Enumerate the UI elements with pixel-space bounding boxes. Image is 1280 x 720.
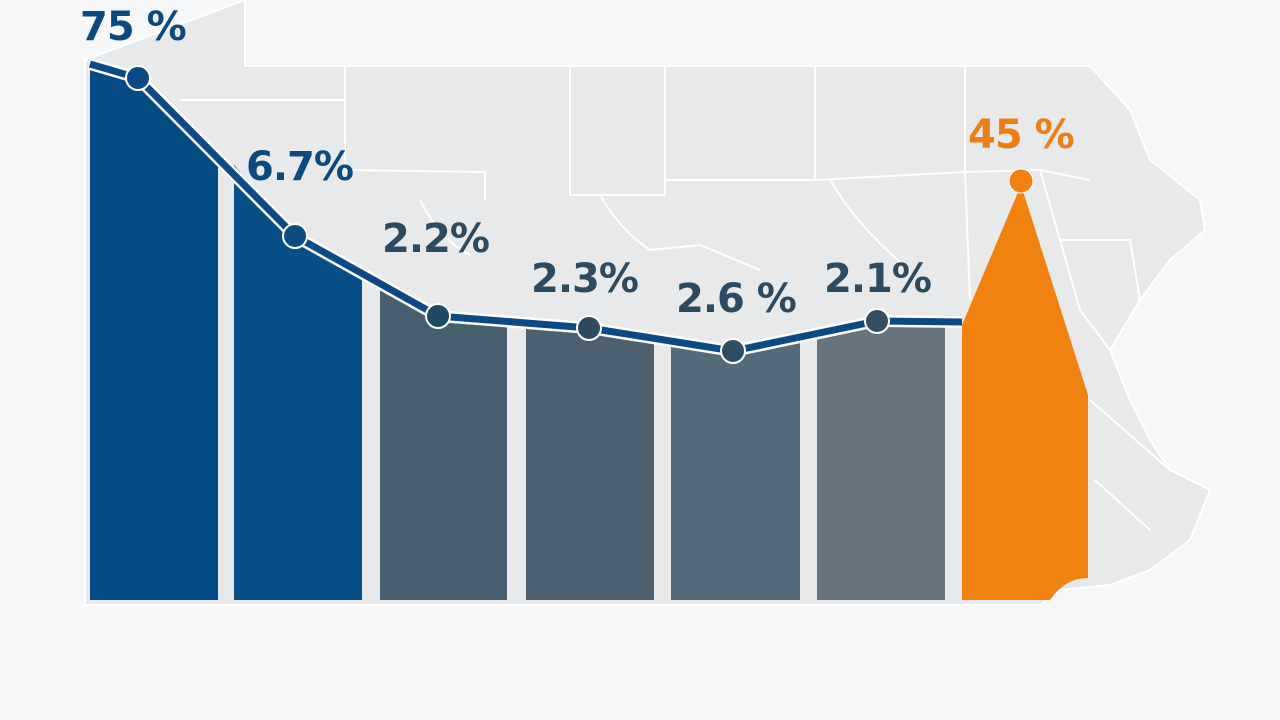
bar-6 (817, 321, 945, 600)
point-marker-7 (1008, 168, 1034, 194)
value-label-1: 75 % (80, 4, 186, 50)
value-label-5: 2.6 % (676, 276, 796, 322)
point-marker-6 (864, 308, 890, 334)
point-marker-3 (425, 303, 451, 329)
bar-7 (962, 185, 1088, 600)
value-label-2: 6.7% (246, 144, 353, 190)
point-marker-4 (576, 315, 602, 341)
value-label-6: 2.1% (824, 256, 931, 302)
bar-5 (671, 332, 800, 600)
bars (90, 64, 1088, 600)
value-label-7: 45 % (968, 112, 1074, 158)
bar-2 (234, 165, 362, 600)
bar-4 (526, 322, 654, 600)
trend-line (88, 58, 1034, 364)
value-label-4: 2.3% (531, 256, 638, 302)
bar-1 (90, 64, 218, 600)
point-marker-2 (282, 223, 308, 249)
value-labels: 75 % 6.7% 2.2% 2.3% 2.6 % 2.1% 45 % (80, 4, 1075, 322)
point-marker-1 (125, 65, 151, 91)
point-marker-5 (720, 338, 746, 364)
bar-3 (380, 290, 507, 600)
value-label-3: 2.2% (382, 216, 489, 262)
